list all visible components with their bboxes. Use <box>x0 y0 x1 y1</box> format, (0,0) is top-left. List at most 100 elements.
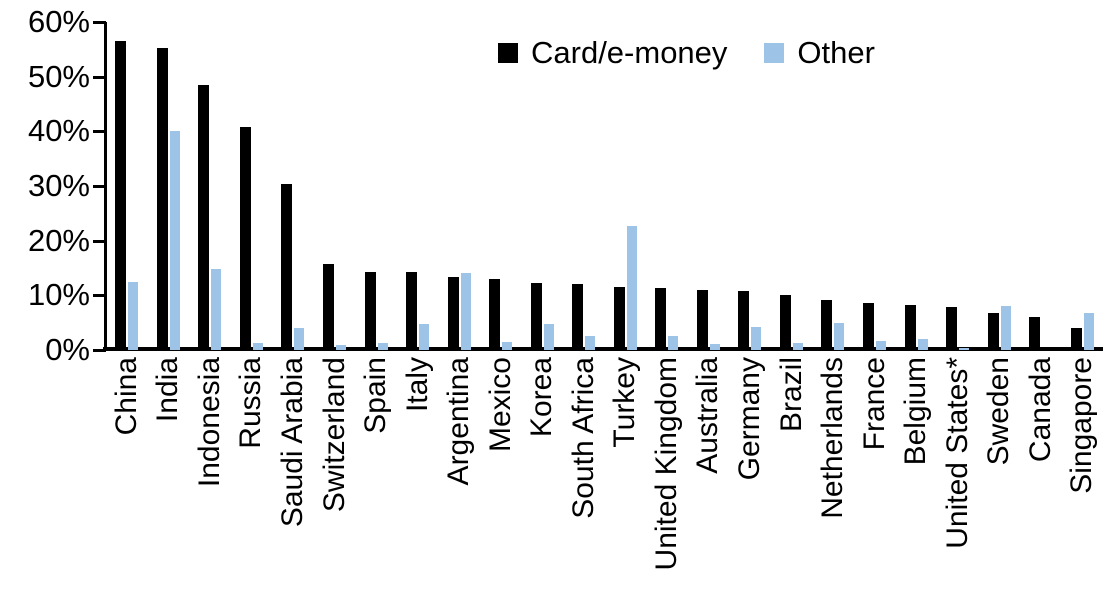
bar-other-spain <box>377 343 388 350</box>
x-cell-australia: Australia <box>688 357 730 594</box>
x-cell-china: China <box>106 357 148 594</box>
x-axis-label: China <box>109 357 143 436</box>
bar-group-singapore <box>1061 22 1103 350</box>
x-cell-singapore: Singapore <box>1062 357 1104 594</box>
bar-card-e-money-singapore <box>1070 327 1082 350</box>
legend-item-other: Other <box>764 33 875 73</box>
bar-card-e-money-belgium <box>904 305 916 350</box>
legend-label-card-e-money: Card/e-money <box>531 35 728 70</box>
bar-other-united-states <box>959 347 970 350</box>
bar-other-france <box>876 341 887 350</box>
x-axis-label: Italy <box>400 357 434 413</box>
bar-group-spain <box>355 22 397 350</box>
bar-other-india <box>169 131 180 350</box>
x-axis-label: Saudi Arabia <box>275 357 309 528</box>
legend-label-other: Other <box>797 35 875 70</box>
x-axis-label: Indonesia <box>192 357 226 488</box>
x-cell-saudi-arabia: Saudi Arabia <box>272 357 314 594</box>
legend-swatch-card-e-money-icon <box>498 43 518 63</box>
x-cell-sweden: Sweden <box>978 357 1020 594</box>
x-cell-south-africa: South Africa <box>563 357 605 594</box>
bar-group-australia <box>688 22 730 350</box>
bar-group-china <box>106 22 148 350</box>
bar-card-e-money-netherlands <box>821 300 833 350</box>
x-axis-label: India <box>151 357 185 423</box>
bar-group-india <box>148 22 190 350</box>
y-axis-tick <box>93 185 106 188</box>
bar-card-e-money-turkey <box>613 287 625 350</box>
legend-swatch-other-icon <box>764 43 785 63</box>
bar-group-netherlands <box>812 22 854 350</box>
x-axis-label: Brazil <box>774 357 808 433</box>
bar-card-e-money-sweden <box>987 313 999 350</box>
bar-group-united-kingdom <box>646 22 688 350</box>
bar-other-germany <box>751 327 762 350</box>
x-axis-label: Spain <box>359 357 393 434</box>
bar-card-e-money-saudi-arabia <box>281 183 293 350</box>
y-axis-label: 40% <box>27 113 90 149</box>
y-axis-label: 30% <box>27 168 90 203</box>
x-cell-korea: Korea <box>521 357 563 594</box>
x-axis-label: Belgium <box>899 357 933 466</box>
x-axis-label: Turkey <box>608 357 642 448</box>
x-axis-label: Argentina <box>442 357 476 486</box>
bar-other-korea <box>543 324 554 350</box>
bar-group-belgium <box>895 22 937 350</box>
bar-card-e-money-australia <box>696 289 708 350</box>
bar-group-turkey <box>605 22 647 350</box>
x-axis-label: Korea <box>525 357 559 438</box>
x-axis-label: Sweden <box>982 357 1016 466</box>
y-axis-label: 10% <box>27 277 90 313</box>
legend: Card/e-money Other <box>498 33 875 73</box>
x-cell-mexico: Mexico <box>480 357 522 594</box>
bar-card-e-money-brazil <box>779 295 791 350</box>
x-cell-germany: Germany <box>729 357 771 594</box>
bar-other-singapore <box>1083 312 1094 350</box>
y-axis-tick <box>93 239 106 243</box>
y-axis-tick <box>93 21 106 24</box>
bar-group-russia <box>231 22 273 350</box>
x-cell-canada: Canada <box>1020 357 1062 594</box>
x-axis-label: Singapore <box>1065 357 1099 494</box>
y-axis-label: 50% <box>27 58 90 94</box>
bar-other-brazil <box>792 343 803 350</box>
bar-group-brazil <box>771 22 813 350</box>
x-cell-italy: Italy <box>397 357 439 594</box>
bar-other-italy <box>419 324 430 350</box>
bar-card-e-money-indonesia <box>198 84 210 350</box>
bar-group-united-states <box>937 22 979 350</box>
y-axis-label: 0% <box>45 332 90 367</box>
bar-other-south-africa <box>585 335 596 350</box>
x-cell-belgium: Belgium <box>895 357 937 594</box>
x-cell-netherlands: Netherlands <box>812 357 854 594</box>
bar-group-germany <box>729 22 771 350</box>
bar-other-turkey <box>626 225 637 350</box>
bar-group-korea <box>521 22 563 350</box>
bar-other-saudi-arabia <box>294 327 305 350</box>
bar-group-france <box>854 22 896 350</box>
x-axis-label: Mexico <box>483 357 517 453</box>
x-axis-label: South Africa <box>566 357 600 519</box>
bar-group-italy <box>397 22 439 350</box>
bar-other-belgium <box>917 338 928 350</box>
bar-other-switzerland <box>335 344 346 350</box>
x-axis-label: Australia <box>691 357 725 474</box>
x-cell-turkey: Turkey <box>605 357 647 594</box>
x-axis-line <box>103 347 1103 351</box>
bar-group-mexico <box>480 22 522 350</box>
bar-group-canada <box>1020 22 1062 350</box>
bar-card-e-money-india <box>156 47 168 350</box>
bar-other-argentina <box>460 273 471 350</box>
bar-group-saudi-arabia <box>272 22 314 350</box>
bar-other-china <box>128 281 139 350</box>
bar-group-south-africa <box>563 22 605 350</box>
bar-card-e-money-canada <box>1029 316 1041 350</box>
bar-card-e-money-germany <box>738 290 750 350</box>
bar-group-indonesia <box>189 22 231 350</box>
y-axis-tick <box>93 130 106 134</box>
x-cell-united-states: United States* <box>937 357 979 594</box>
bar-card-e-money-argentina <box>447 276 459 350</box>
bar-other-united-kingdom <box>668 336 679 350</box>
bar-card-e-money-china <box>115 41 127 350</box>
bar-card-e-money-korea <box>530 282 542 350</box>
